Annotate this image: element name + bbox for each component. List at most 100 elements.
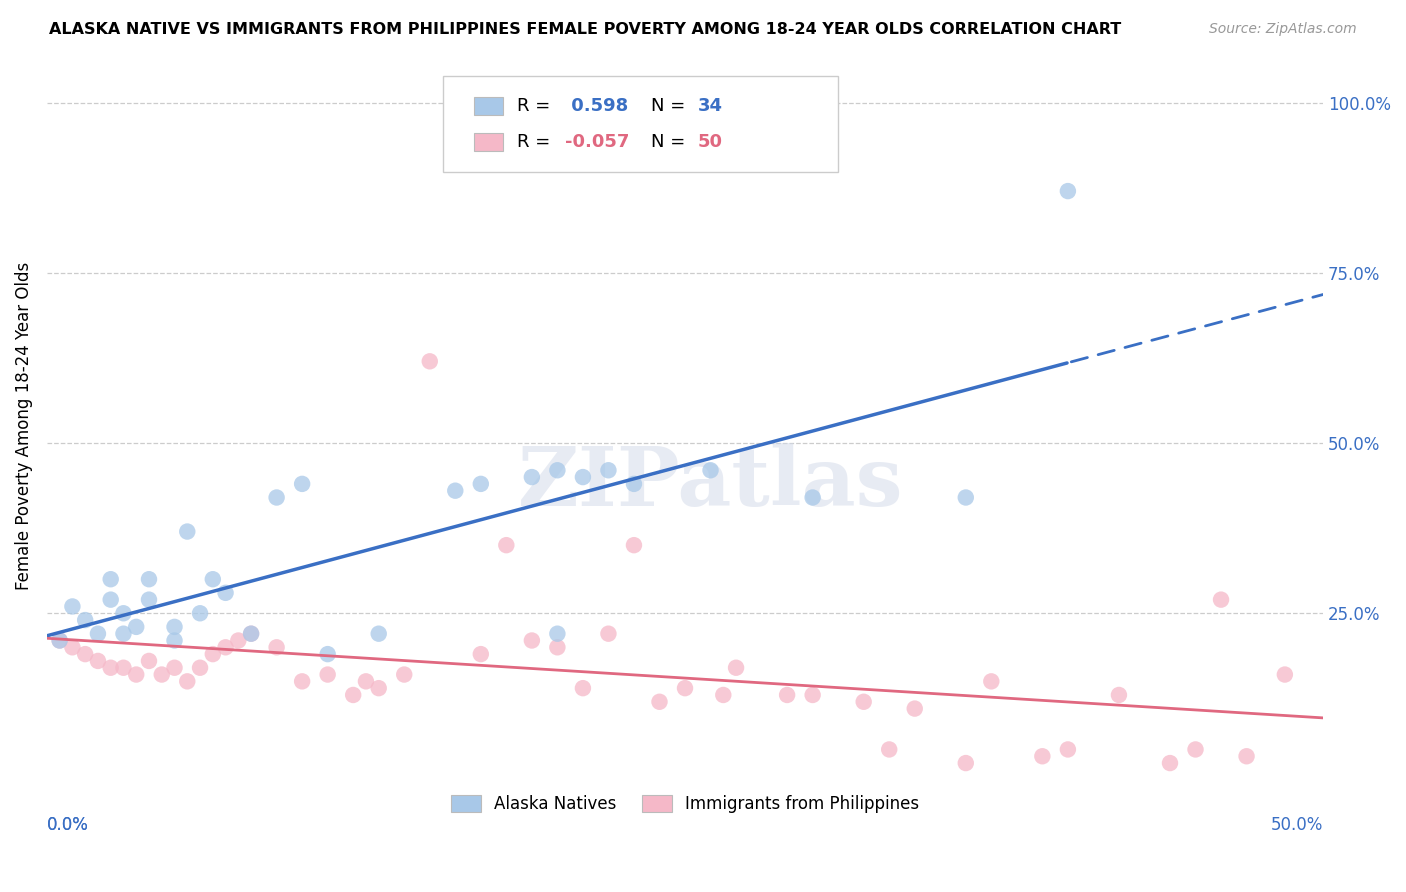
Point xyxy=(240,626,263,640)
Point xyxy=(394,667,416,681)
Legend: Alaska Natives, Immigrants from Philippines: Alaska Natives, Immigrants from Philippi… xyxy=(443,787,928,822)
Point xyxy=(75,647,97,661)
Point xyxy=(470,476,492,491)
Text: R =: R = xyxy=(516,97,555,115)
Point xyxy=(623,538,645,552)
Point xyxy=(904,701,927,715)
Point xyxy=(546,640,568,655)
Point xyxy=(112,607,135,621)
Point xyxy=(699,463,721,477)
Point xyxy=(291,476,314,491)
Point xyxy=(138,654,160,668)
Text: 0.0%: 0.0% xyxy=(46,815,89,834)
Point xyxy=(711,688,734,702)
Point xyxy=(240,626,263,640)
Point xyxy=(48,633,70,648)
FancyBboxPatch shape xyxy=(474,133,502,151)
Point xyxy=(1108,688,1130,702)
Point xyxy=(291,674,314,689)
Point xyxy=(201,572,224,586)
Text: 0.0%: 0.0% xyxy=(46,815,89,834)
Point xyxy=(725,661,748,675)
Point xyxy=(75,613,97,627)
Point xyxy=(1209,592,1232,607)
Point xyxy=(100,572,122,586)
Point xyxy=(354,674,377,689)
Point xyxy=(125,620,148,634)
Point xyxy=(470,647,492,661)
Point xyxy=(546,463,568,477)
Text: ZIPatlas: ZIPatlas xyxy=(517,443,903,524)
Point xyxy=(367,626,389,640)
Point xyxy=(112,661,135,675)
Text: N =: N = xyxy=(651,133,690,151)
Point xyxy=(1184,742,1206,756)
Point xyxy=(367,681,389,695)
Point xyxy=(201,647,224,661)
Point xyxy=(316,647,339,661)
Point xyxy=(419,354,441,368)
Point xyxy=(112,626,135,640)
Point xyxy=(495,538,517,552)
Point xyxy=(444,483,467,498)
Point xyxy=(598,463,620,477)
Point xyxy=(163,620,186,634)
Point xyxy=(673,681,696,695)
Point xyxy=(598,626,620,640)
Point xyxy=(955,491,977,505)
Point xyxy=(877,742,900,756)
Point xyxy=(48,633,70,648)
Point xyxy=(214,586,236,600)
Point xyxy=(214,640,236,655)
Point xyxy=(776,688,799,702)
Point xyxy=(520,633,543,648)
Text: -0.057: -0.057 xyxy=(565,133,630,151)
Text: ALASKA NATIVE VS IMMIGRANTS FROM PHILIPPINES FEMALE POVERTY AMONG 18-24 YEAR OLD: ALASKA NATIVE VS IMMIGRANTS FROM PHILIPP… xyxy=(49,22,1122,37)
Point xyxy=(138,592,160,607)
Point xyxy=(163,633,186,648)
Point xyxy=(955,756,977,770)
FancyBboxPatch shape xyxy=(443,76,838,172)
Point xyxy=(1057,184,1080,198)
Point xyxy=(801,491,824,505)
Point xyxy=(138,572,160,586)
Point xyxy=(87,654,110,668)
Point xyxy=(150,667,173,681)
Point xyxy=(176,524,198,539)
Text: 34: 34 xyxy=(697,97,723,115)
Point xyxy=(176,674,198,689)
Point xyxy=(980,674,1002,689)
Point xyxy=(266,640,288,655)
Text: 0.598: 0.598 xyxy=(565,97,628,115)
Point xyxy=(801,688,824,702)
Text: R =: R = xyxy=(516,133,555,151)
Point xyxy=(1236,749,1258,764)
Y-axis label: Female Poverty Among 18-24 Year Olds: Female Poverty Among 18-24 Year Olds xyxy=(15,262,32,591)
Point xyxy=(1159,756,1181,770)
Point xyxy=(316,667,339,681)
Point xyxy=(87,626,110,640)
Point xyxy=(648,695,671,709)
Point xyxy=(188,607,211,621)
Point xyxy=(228,633,250,648)
Point xyxy=(100,592,122,607)
Point xyxy=(623,476,645,491)
Point xyxy=(266,491,288,505)
Text: 50: 50 xyxy=(697,133,723,151)
Point xyxy=(572,681,595,695)
Point xyxy=(852,695,875,709)
Text: 50.0%: 50.0% xyxy=(1271,815,1323,834)
Point xyxy=(572,470,595,484)
Point xyxy=(1031,749,1053,764)
Point xyxy=(1057,742,1080,756)
Point xyxy=(62,599,84,614)
Text: N =: N = xyxy=(651,97,690,115)
Point xyxy=(546,626,568,640)
Point xyxy=(62,640,84,655)
Point xyxy=(188,661,211,675)
Point xyxy=(100,661,122,675)
Point xyxy=(342,688,364,702)
Point xyxy=(163,661,186,675)
Point xyxy=(520,470,543,484)
FancyBboxPatch shape xyxy=(474,97,502,115)
